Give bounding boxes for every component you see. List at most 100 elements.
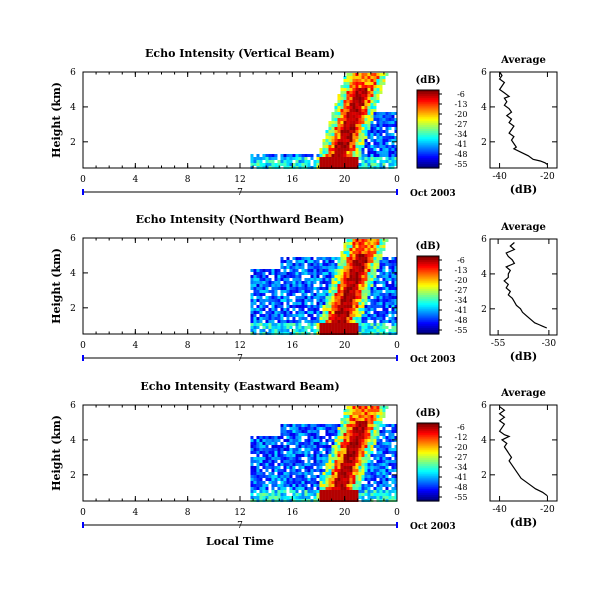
profile-line	[503, 242, 548, 329]
echo-field	[250, 239, 398, 335]
x-tick-label: 12	[234, 341, 245, 351]
profile-line	[498, 406, 548, 497]
y-tick-label: 2	[70, 471, 76, 481]
profile-y-tick-label: 6	[481, 68, 487, 78]
panel-2: Echo Intensity (Northward Beam) 0 4 8 12 16 20…	[50, 213, 558, 365]
colorbar-tick-label: -55	[455, 160, 468, 169]
colorbar-frame	[416, 422, 440, 502]
profile-x-label: (dB)	[510, 516, 537, 529]
colorbar-unit: (dB)	[416, 241, 441, 252]
profile-y-tick-label: 4	[481, 436, 487, 446]
x-tick-label: 8	[185, 508, 191, 518]
colorbar-tick-label: -20	[455, 443, 468, 452]
profile-y-tick-label: 2	[481, 138, 487, 148]
colorbar-tick-label: -55	[455, 326, 468, 335]
panel-title: Echo Intensity (Eastward Beam)	[140, 380, 339, 393]
colorbar-tick-label: -12	[455, 433, 468, 442]
y-tick-label: 2	[70, 304, 76, 314]
colorbar-tick-label: -55	[455, 493, 468, 502]
colorbar-tick-label: -6	[457, 90, 465, 99]
y-tick-label: 4	[70, 436, 76, 446]
y-tick-label: 4	[70, 103, 76, 113]
date-label: Oct 2003	[410, 189, 456, 199]
echo-field	[250, 406, 398, 502]
colorbar-tick-label: -6	[457, 256, 465, 265]
profile-y-tick-label: 2	[481, 471, 487, 481]
profile-x-tick-label: -55	[491, 339, 506, 349]
profile-frame	[489, 71, 558, 169]
colorbar-tick-label: -27	[455, 286, 468, 295]
x-tick-label: 4	[132, 175, 138, 185]
profile-x-tick-label: -20	[540, 172, 555, 182]
x-tick-label: 16	[287, 508, 299, 518]
colorbar-tick-label: -48	[455, 316, 468, 325]
colorbar-tick-label: -27	[455, 453, 468, 462]
x-tick-label: 8	[185, 175, 191, 185]
average-profile: Average -40 -20 6 4 2 (dB)	[481, 388, 558, 529]
panel-1: Echo Intensity (Vertical Beam) 0 4 8 12 16 20 0…	[50, 47, 558, 199]
y-tick-label: 4	[70, 269, 76, 279]
profile-y-tick-label: 4	[481, 270, 487, 280]
y-axis-label: Height (km)	[50, 415, 63, 491]
y-tick-label: 6	[70, 234, 76, 244]
colorbar-tick-label: -48	[455, 483, 468, 492]
x-tick-label: 12	[234, 508, 245, 518]
colorbar-tick-label: -20	[455, 276, 468, 285]
x-tick-label: 16	[287, 175, 299, 185]
x-tick-label: 16	[287, 341, 299, 351]
date-label: Oct 2003	[410, 522, 456, 532]
x-tick-label: 0	[394, 508, 400, 518]
colorbar-tick-label: -41	[455, 140, 468, 149]
average-profile: Average -55 -30 6 4 2 (dB)	[481, 222, 558, 363]
y-tick-label: 6	[70, 401, 76, 411]
x-tick-label: 0	[80, 508, 86, 518]
date-label: Oct 2003	[410, 355, 456, 365]
x-tick-label: 20	[339, 175, 351, 185]
profile-y-tick-label: 6	[481, 235, 487, 245]
colorbar-tick-label: -13	[455, 100, 468, 109]
colorbar-tick-label: -34	[455, 463, 468, 472]
profile-y-tick-label: 4	[481, 103, 487, 113]
profile-title: Average	[500, 222, 546, 233]
profile-title: Average	[500, 55, 546, 66]
profile-line	[498, 71, 548, 165]
x-tick-label: 8	[185, 341, 191, 351]
colorbar-tick-label: -34	[455, 296, 468, 305]
x-tick-label: 0	[394, 341, 400, 351]
profile-y-tick-label: 6	[481, 401, 487, 411]
x-axis-label: Local Time	[206, 535, 274, 548]
average-profile: Average -40 -20 6 4 2 (dB)	[481, 55, 558, 196]
colorbar-tick-label: -27	[455, 120, 468, 129]
y-tick-label: 6	[70, 68, 76, 78]
colorbar-tick-label: -13	[455, 266, 468, 275]
colorbar-tick-label: -20	[455, 110, 468, 119]
colorbar-frame	[416, 255, 440, 335]
panel-3: Echo Intensity (Eastward Beam) 0 4 8 12 16 20 0…	[50, 380, 558, 548]
colorbar-tick-label: -34	[455, 130, 468, 139]
y-axis-label: Height (km)	[50, 82, 63, 158]
profile-x-label: (dB)	[510, 183, 537, 196]
colorbar-tick-label: -6	[457, 423, 465, 432]
x-tick-label: 0	[394, 175, 400, 185]
date-day: 7	[237, 521, 243, 531]
profile-y-tick-label: 2	[481, 305, 487, 315]
profile-x-tick-label: -40	[492, 505, 507, 515]
panel-title: Echo Intensity (Northward Beam)	[136, 213, 345, 226]
y-tick-label: 2	[70, 138, 76, 148]
profile-x-label: (dB)	[510, 350, 537, 363]
profile-x-tick-label: -20	[540, 505, 555, 515]
colorbar-unit: (dB)	[416, 408, 441, 419]
profile-frame	[489, 404, 558, 502]
colorbar-frame	[416, 89, 440, 169]
y-axis-label: Height (km)	[50, 248, 63, 324]
date-day: 7	[237, 354, 243, 364]
profile-title: Average	[500, 388, 546, 399]
x-tick-label: 20	[339, 341, 351, 351]
x-tick-label: 0	[80, 175, 86, 185]
colorbar-tick-label: -41	[455, 473, 468, 482]
colorbar-tick-label: -48	[455, 150, 468, 159]
echo-field	[250, 73, 398, 169]
x-tick-label: 4	[132, 508, 138, 518]
x-tick-label: 12	[234, 175, 245, 185]
